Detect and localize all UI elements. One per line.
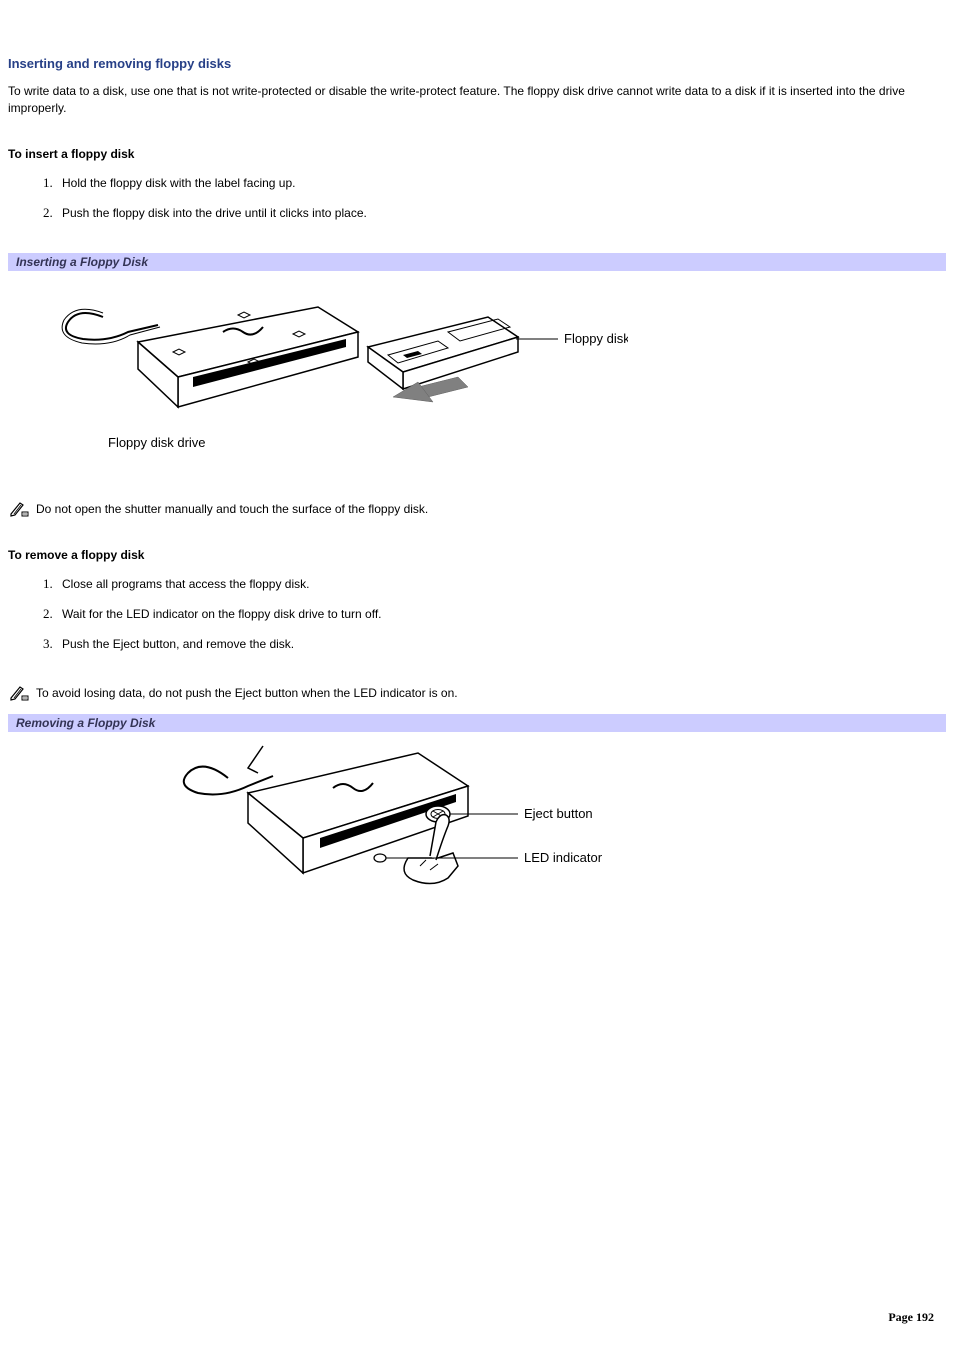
page-title: Inserting and removing floppy disks [8, 56, 946, 71]
step-text: Hold the floppy disk with the label faci… [56, 176, 295, 190]
label-eject-button: Eject button [524, 806, 593, 821]
figure1-caption: Inserting a Floppy Disk [8, 253, 946, 271]
note-text: Do not open the shutter manually and tou… [36, 502, 428, 516]
step-text: Push the Eject button, and remove the di… [56, 637, 294, 651]
note-icon [8, 500, 30, 518]
note-icon [8, 684, 30, 702]
step-text: Push the floppy disk into the drive unti… [56, 206, 367, 220]
insert-steps-list: Hold the floppy disk with the label faci… [8, 175, 946, 235]
insert-heading: To insert a floppy disk [8, 147, 946, 161]
list-item: Hold the floppy disk with the label faci… [56, 175, 946, 205]
label-led-indicator: LED indicator [524, 850, 603, 865]
list-item: Push the Eject button, and remove the di… [56, 636, 946, 666]
figure2-caption: Removing a Floppy Disk [8, 714, 946, 732]
figure1: Floppy disk Floppy disk drive [8, 277, 946, 460]
step-text: Wait for the LED indicator on the floppy… [56, 607, 382, 621]
label-floppy-drive: Floppy disk drive [108, 435, 206, 450]
note-2: To avoid losing data, do not push the Ej… [8, 684, 946, 702]
label-floppy-disk: Floppy disk [564, 331, 628, 346]
note-text: To avoid losing data, do not push the Ej… [36, 686, 458, 700]
remove-floppy-diagram: Eject button LED indicator [148, 738, 668, 898]
step-text: Close all programs that access the flopp… [56, 577, 309, 591]
figure2: Eject button LED indicator [8, 738, 946, 901]
page-number: Page 192 [888, 1310, 934, 1325]
list-item: Push the floppy disk into the drive unti… [56, 205, 946, 235]
insert-floppy-diagram: Floppy disk Floppy disk drive [8, 277, 628, 457]
remove-steps-list: Close all programs that access the flopp… [8, 576, 946, 666]
list-item: Close all programs that access the flopp… [56, 576, 946, 606]
note-1: Do not open the shutter manually and tou… [8, 500, 946, 518]
list-item: Wait for the LED indicator on the floppy… [56, 606, 946, 636]
remove-heading: To remove a floppy disk [8, 548, 946, 562]
intro-paragraph: To write data to a disk, use one that is… [8, 83, 946, 117]
